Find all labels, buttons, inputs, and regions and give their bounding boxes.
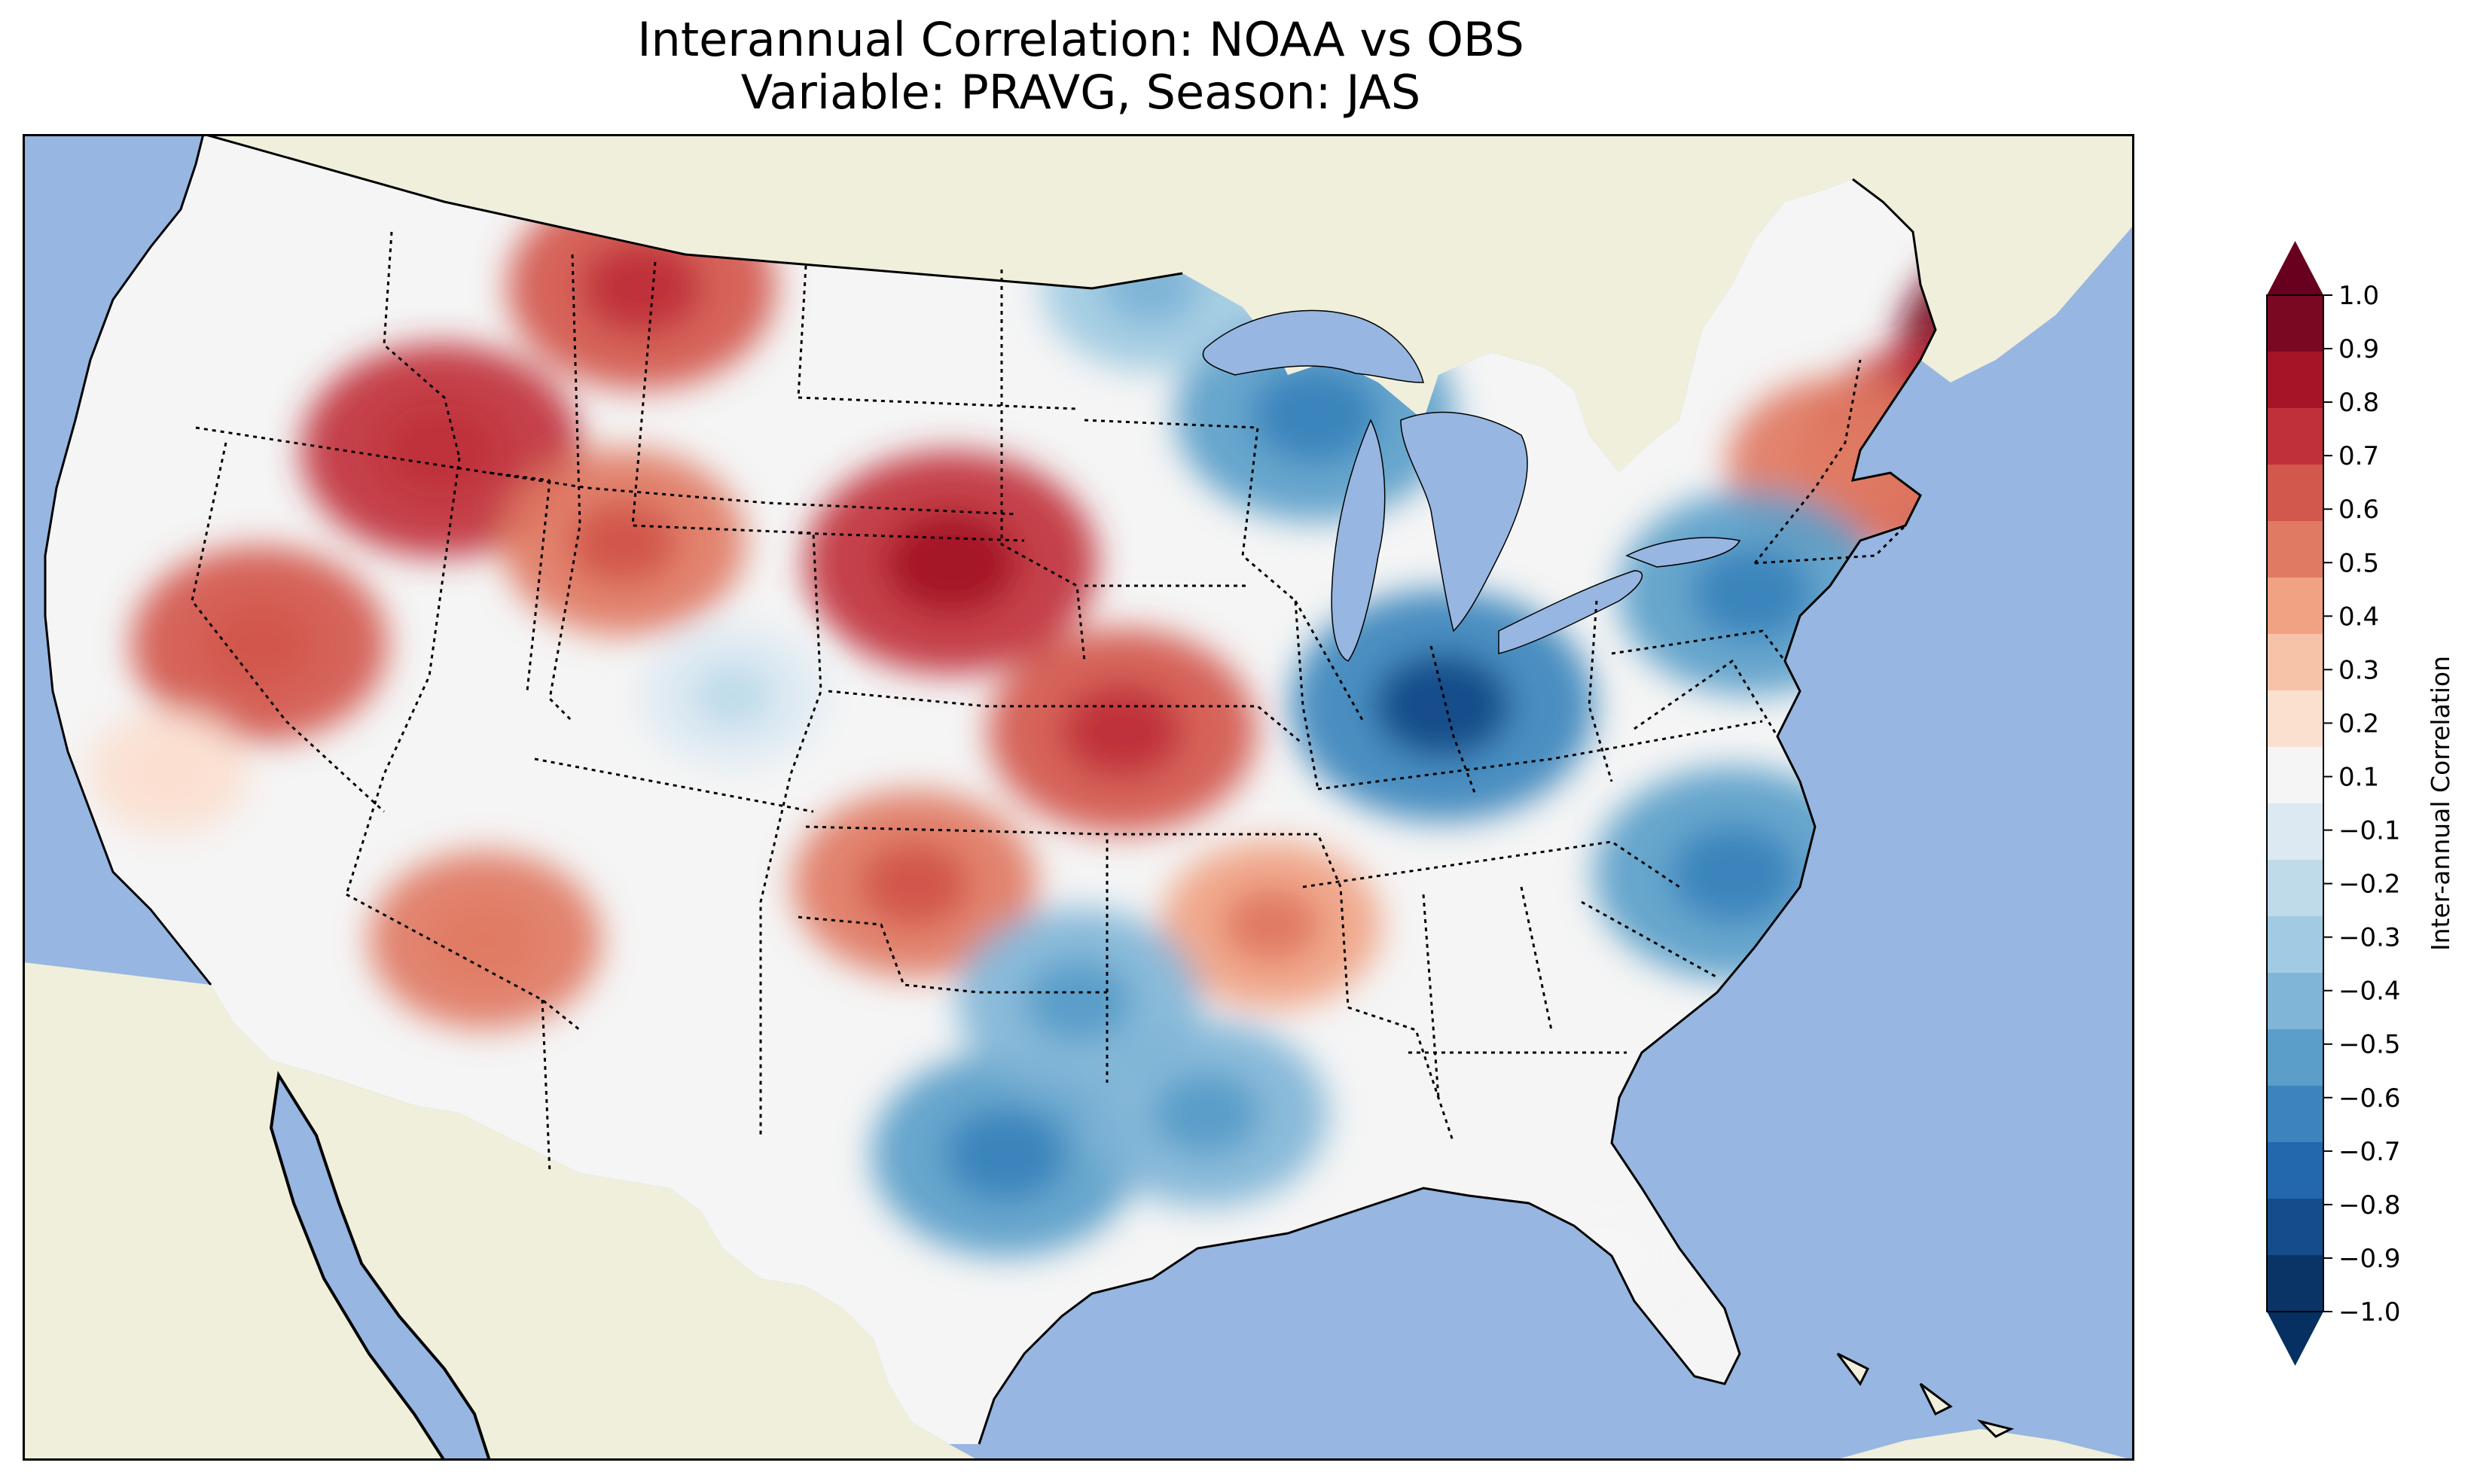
colorbar-bin: [2267, 690, 2323, 748]
lake-superior: [1202, 309, 1424, 383]
colorbar-bin: [2267, 860, 2323, 917]
lake-michigan: [1331, 419, 1386, 662]
correlation-region-core: [1252, 366, 1378, 463]
correlation-region-core: [1061, 684, 1183, 778]
colorbar-bin: [2267, 916, 2323, 974]
map-panel: [23, 134, 2134, 1461]
colorbar-bin: [2267, 747, 2323, 804]
colorbar-bin: [2267, 803, 2323, 861]
state-borders: [191, 231, 1907, 1174]
correlation-region-core: [432, 900, 538, 980]
mexico-land: [23, 962, 979, 1461]
caribbean-islands: [1836, 1352, 2015, 1438]
colorbar-tick-label: −0.3: [2338, 923, 2401, 953]
correlation-region-core: [581, 241, 702, 334]
canada-land: [23, 134, 2134, 473]
colorbar-bin: [2267, 1255, 2323, 1312]
colorbar-tick-label: −0.7: [2338, 1137, 2401, 1167]
correlation-region-core: [132, 744, 205, 800]
baja-gulf: [269, 1071, 492, 1461]
colorbar-tick-label: −0.4: [2338, 977, 2401, 1007]
map-title-line-2: Variable: PRAVG, Season: JAS: [740, 65, 1421, 120]
great-lakes: [1202, 309, 1741, 662]
colorbar-tick-label: 0.9: [2338, 334, 2379, 364]
colorbar-tick-label: 0.6: [2338, 495, 2379, 525]
colorbar-tick-label: 0.2: [2338, 708, 2379, 739]
colorbar-bin: [2267, 352, 2323, 409]
colorbar-bin: [2267, 295, 2323, 352]
coastlines: [44, 134, 1937, 1445]
correlation-region-core: [1374, 653, 1512, 758]
lake-huron: [1400, 411, 1528, 632]
colorbar-tick-label: 1.0: [2338, 281, 2379, 311]
correlation-region-core: [885, 512, 1017, 613]
colorbar-label: Inter-annual Correlation: [2426, 656, 2455, 951]
colorbar-bin: [2267, 1199, 2323, 1256]
colorbar-tick-label: −0.2: [2338, 870, 2401, 900]
colorbar-bin: [2267, 465, 2323, 522]
colorbar-tick-label: 0.4: [2338, 602, 2379, 632]
colorbar-outline: [2266, 294, 2324, 1312]
correlation-region-core: [945, 1108, 1066, 1201]
map-border: [23, 134, 2134, 1461]
colorbar-tick-label: 0.5: [2338, 548, 2379, 578]
colorbar-tick-label: −0.1: [2338, 816, 2401, 846]
correlation-region-core: [691, 663, 774, 727]
colorbar-bin: [2267, 1029, 2323, 1086]
map-title-line-1: Interannual Correlation: NOAA vs OBS: [637, 12, 1524, 67]
colorbar-tick-label: −0.5: [2338, 1030, 2401, 1060]
cuba-land: [1838, 1429, 2134, 1461]
correlation-region-core: [1151, 1071, 1261, 1156]
colorbar-bin: [2267, 1086, 2323, 1143]
correlation-region-core: [1222, 887, 1321, 963]
colorbar-tick-label: −1.0: [2338, 1297, 2401, 1327]
colorbar-tick-label: 0.3: [2338, 655, 2379, 685]
correlation-region-core: [378, 402, 505, 499]
colorbar-tick-label: 0.7: [2338, 441, 2379, 471]
lake-ontario: [1625, 537, 1741, 568]
colorbar-tick-label: −0.9: [2338, 1244, 2401, 1274]
lake-erie: [1498, 570, 1643, 654]
colorbar-tick-label: −0.8: [2338, 1190, 2401, 1220]
colorbar-bin: [2267, 973, 2323, 1030]
colorbar-tick-label: 0.8: [2338, 388, 2379, 418]
correlation-region-core: [568, 500, 679, 584]
correlation-region-core: [201, 600, 317, 689]
correlation-region-core: [1023, 959, 1133, 1044]
colorbar-tick-label: −0.6: [2338, 1083, 2401, 1114]
colorbar-bin: [2267, 408, 2323, 465]
correlation-region-core: [1670, 825, 1797, 922]
colorbar-bin: [2267, 634, 2323, 691]
colorbar-extend-max: [2267, 241, 2323, 295]
correlation-region-core: [1692, 547, 1813, 640]
colorbar-extend-min: [2267, 1312, 2323, 1366]
colorbar-bin: [2267, 577, 2323, 635]
correlation-region-core: [859, 842, 970, 927]
colorbar-tick-label: 0.1: [2338, 762, 2379, 792]
colorbar-bin: [2267, 521, 2323, 578]
colorbar-bin: [2267, 1142, 2323, 1199]
